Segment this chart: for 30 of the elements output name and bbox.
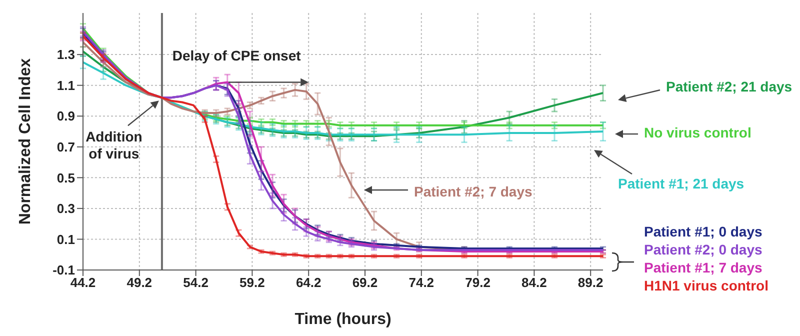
x-tick-label: 49.2 bbox=[126, 275, 152, 290]
x-tick-label: 74.2 bbox=[408, 275, 434, 290]
x-tick-label: 59.2 bbox=[240, 275, 265, 290]
x-tick-label: 79.2 bbox=[465, 275, 490, 290]
text: Patient #2; 0 days bbox=[644, 242, 762, 258]
y-axis-title: Normalized Cell Index bbox=[17, 58, 34, 225]
x-axis-title: Time (hours) bbox=[294, 311, 392, 328]
text: Patient #1; 0 days bbox=[644, 224, 762, 240]
x-tick-label: 84.2 bbox=[522, 275, 547, 290]
text: H1N1 virus control bbox=[644, 278, 768, 294]
y-tick-label: 0.7 bbox=[56, 140, 75, 154]
annotation: Delay of CPE onset bbox=[172, 47, 302, 64]
text: Patient #1; 7 days bbox=[644, 260, 762, 276]
x-tick-label: 89.2 bbox=[578, 275, 604, 290]
y-tick-label: 1.1 bbox=[56, 78, 75, 93]
x-tick-label: 64.2 bbox=[296, 275, 322, 290]
annotation: Addition of virus bbox=[86, 128, 142, 162]
y-tick-label: 0.5 bbox=[56, 170, 75, 186]
x-tick-label: 54.2 bbox=[183, 275, 208, 290]
text: No virus control bbox=[644, 124, 752, 141]
y-tick-label: 0.1 bbox=[56, 232, 75, 247]
y-tick-label: 0.3 bbox=[56, 201, 75, 216]
y-tick-label: -0.1 bbox=[52, 262, 75, 278]
y-tick-label: 1.3 bbox=[56, 47, 75, 62]
text: Patient #2; 21 days bbox=[666, 78, 792, 95]
text: Patient #1; 21 days bbox=[618, 176, 744, 192]
text: Patient #2; 7 days bbox=[414, 184, 532, 200]
y-tick-label: 0.9 bbox=[56, 108, 75, 124]
x-tick-label: 44.2 bbox=[70, 275, 96, 290]
x-tick-label: 69.2 bbox=[352, 275, 378, 290]
